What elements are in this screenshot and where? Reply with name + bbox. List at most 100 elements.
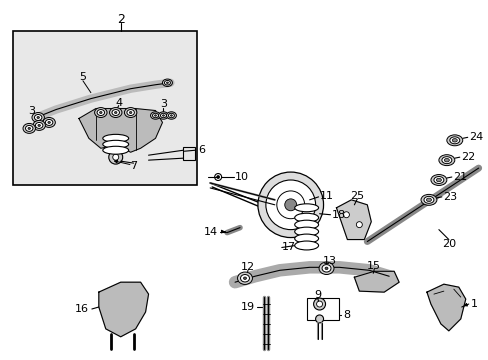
Ellipse shape — [441, 157, 451, 164]
Ellipse shape — [48, 121, 50, 123]
Ellipse shape — [164, 81, 170, 85]
Text: 14: 14 — [203, 226, 218, 237]
Ellipse shape — [294, 234, 318, 243]
Circle shape — [276, 191, 304, 219]
Text: 19: 19 — [240, 302, 254, 312]
Ellipse shape — [433, 176, 443, 184]
Ellipse shape — [150, 112, 160, 119]
Circle shape — [265, 180, 315, 230]
Text: 17: 17 — [281, 243, 295, 252]
Text: 20: 20 — [441, 239, 455, 248]
Ellipse shape — [28, 127, 30, 129]
Text: 21: 21 — [452, 172, 466, 182]
Ellipse shape — [162, 115, 164, 116]
Ellipse shape — [154, 115, 156, 116]
Ellipse shape — [294, 241, 318, 250]
Ellipse shape — [23, 123, 35, 133]
Ellipse shape — [243, 277, 246, 279]
Bar — [13, 31, 197, 185]
Ellipse shape — [160, 113, 166, 118]
Text: 2: 2 — [117, 13, 124, 26]
Circle shape — [356, 222, 362, 228]
Text: 24: 24 — [468, 132, 482, 142]
Polygon shape — [79, 109, 162, 152]
Text: 22: 22 — [460, 152, 474, 162]
Ellipse shape — [34, 114, 42, 121]
Ellipse shape — [435, 178, 441, 182]
Text: 8: 8 — [343, 310, 350, 320]
Text: 16: 16 — [75, 304, 89, 314]
Text: 15: 15 — [366, 261, 381, 271]
Text: 11: 11 — [319, 191, 333, 201]
Ellipse shape — [325, 267, 327, 270]
Text: 12: 12 — [241, 262, 255, 272]
Circle shape — [316, 301, 322, 307]
Ellipse shape — [94, 108, 107, 117]
Ellipse shape — [168, 113, 174, 118]
Ellipse shape — [444, 158, 448, 162]
Circle shape — [284, 199, 296, 211]
Ellipse shape — [109, 108, 122, 117]
Circle shape — [214, 174, 221, 180]
Text: 13: 13 — [322, 256, 336, 266]
Text: 25: 25 — [349, 191, 364, 201]
Ellipse shape — [430, 175, 446, 185]
Ellipse shape — [449, 137, 459, 144]
Ellipse shape — [420, 194, 436, 205]
Bar — [306, 298, 339, 320]
Ellipse shape — [170, 115, 172, 116]
Circle shape — [216, 176, 219, 179]
Ellipse shape — [38, 125, 41, 126]
Text: 3: 3 — [28, 105, 35, 116]
Ellipse shape — [102, 146, 128, 154]
Ellipse shape — [152, 113, 158, 118]
Ellipse shape — [237, 272, 252, 284]
Text: 18: 18 — [331, 210, 345, 220]
Circle shape — [108, 150, 122, 164]
Circle shape — [313, 298, 325, 310]
Ellipse shape — [294, 213, 318, 222]
Ellipse shape — [446, 135, 462, 146]
Polygon shape — [426, 284, 465, 331]
Text: 7: 7 — [130, 161, 137, 171]
Bar — [183, 147, 195, 160]
Ellipse shape — [112, 109, 119, 116]
Ellipse shape — [166, 112, 176, 119]
Ellipse shape — [426, 198, 430, 202]
Polygon shape — [99, 282, 148, 337]
Text: 1: 1 — [470, 299, 477, 309]
Circle shape — [343, 212, 349, 218]
Ellipse shape — [240, 275, 249, 282]
Text: 6: 6 — [198, 145, 205, 155]
Text: 3: 3 — [160, 99, 166, 109]
Ellipse shape — [127, 109, 134, 116]
Ellipse shape — [102, 134, 128, 142]
Polygon shape — [336, 200, 370, 239]
Ellipse shape — [102, 140, 128, 148]
Polygon shape — [354, 271, 398, 292]
Ellipse shape — [25, 125, 33, 131]
Ellipse shape — [294, 220, 318, 229]
Ellipse shape — [37, 117, 40, 118]
Ellipse shape — [162, 79, 172, 86]
Circle shape — [315, 315, 323, 323]
Circle shape — [257, 172, 323, 238]
Ellipse shape — [423, 196, 433, 203]
Text: 9: 9 — [313, 290, 321, 300]
Text: 10: 10 — [235, 172, 248, 182]
Ellipse shape — [319, 262, 333, 275]
Text: 5: 5 — [79, 72, 86, 82]
Circle shape — [113, 154, 119, 160]
Ellipse shape — [294, 204, 318, 212]
Ellipse shape — [33, 121, 45, 130]
Ellipse shape — [438, 155, 454, 166]
Ellipse shape — [294, 227, 318, 236]
Ellipse shape — [114, 112, 117, 113]
Text: 23: 23 — [442, 192, 456, 202]
Ellipse shape — [166, 82, 168, 84]
Ellipse shape — [451, 139, 456, 142]
Ellipse shape — [45, 120, 53, 125]
Ellipse shape — [43, 117, 55, 127]
Ellipse shape — [97, 109, 104, 116]
Ellipse shape — [158, 112, 168, 119]
